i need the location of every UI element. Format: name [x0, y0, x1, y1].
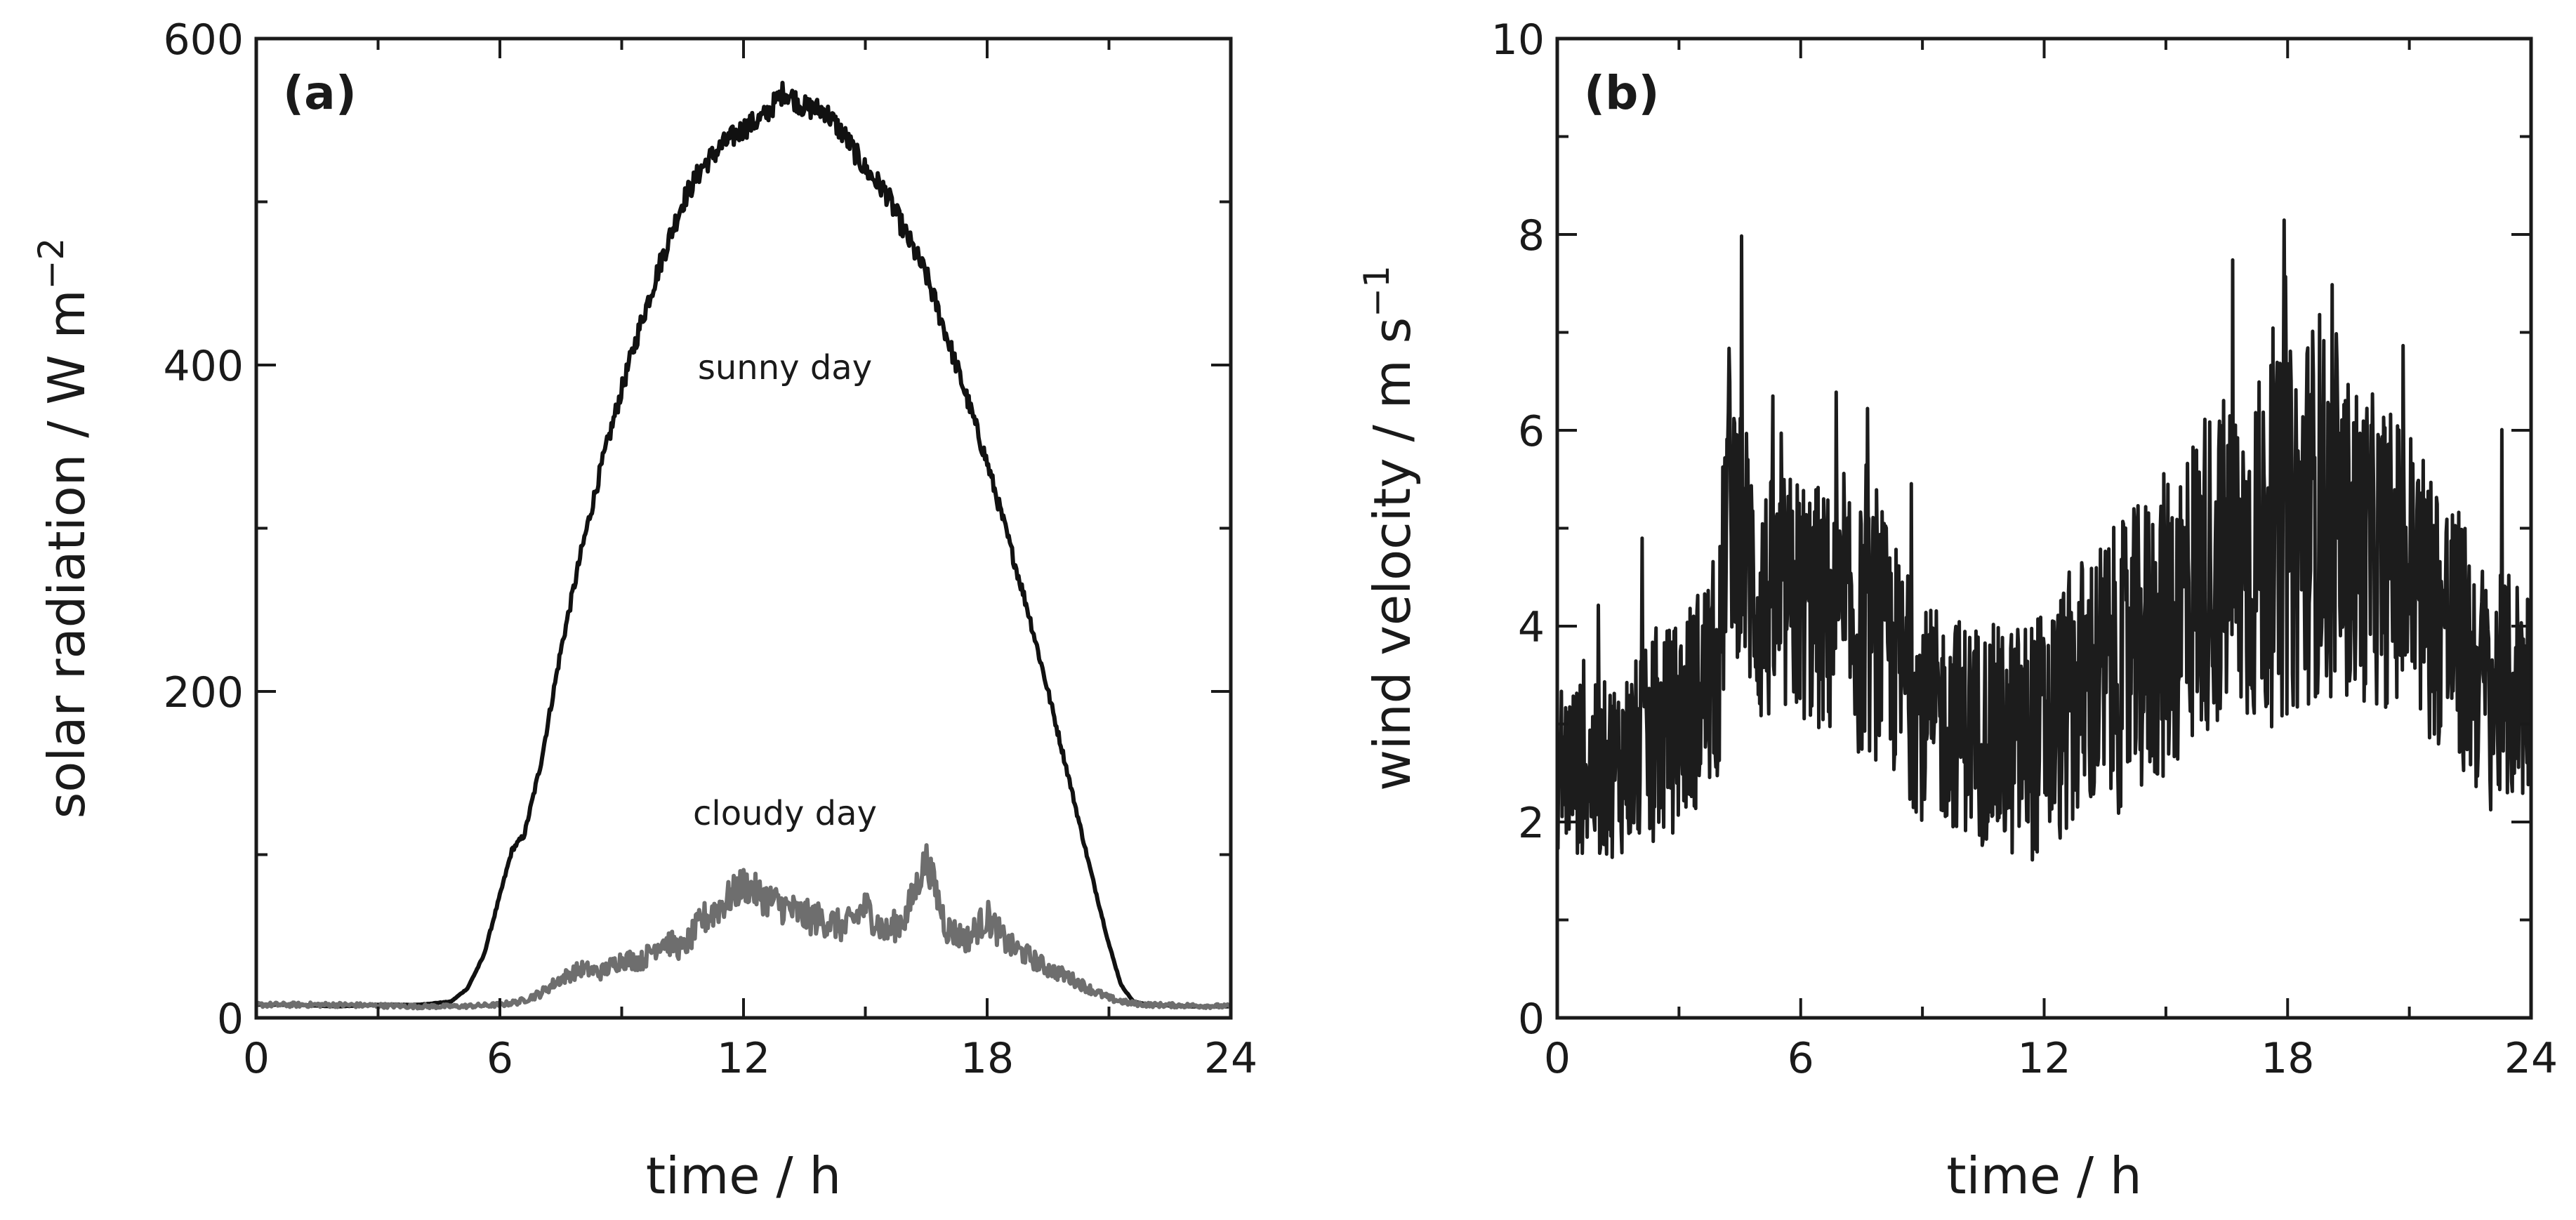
x-tick-label: 24: [2504, 1034, 2558, 1083]
panel-a-ylabel-text: solar radiation / W m: [37, 289, 96, 818]
panel-a-series-group: [254, 81, 1233, 1011]
series-line-cloudy-day: [254, 843, 1233, 1011]
x-tick-label: 6: [1788, 1034, 1814, 1083]
panel-b-ticks: [1556, 37, 2532, 1019]
panel-a-xlabel: time / h: [646, 1146, 841, 1205]
y-tick-label: 600: [163, 15, 244, 65]
panel-b-series-group: [1555, 218, 2533, 862]
panel-a-frame: [254, 37, 1233, 1020]
panel-a-ylabel-exponent: −2: [31, 238, 72, 290]
y-tick-label: 200: [163, 668, 244, 717]
y-tick-label: 8: [1518, 211, 1545, 260]
panel-a-label: (a): [283, 66, 357, 120]
y-tick-label: 0: [217, 995, 244, 1044]
panel-b-ylabel-exponent: −1: [1356, 265, 1397, 317]
x-tick-label: 12: [2017, 1034, 2070, 1083]
y-tick-label: 0: [1518, 995, 1545, 1044]
panel-b-frame: [1555, 37, 2533, 1020]
x-tick-label: 18: [960, 1034, 1014, 1083]
y-tick-label: 10: [1491, 15, 1545, 65]
panel-b-label: (b): [1584, 66, 1660, 120]
y-tick-label: 400: [163, 342, 244, 391]
x-tick-label: 6: [487, 1034, 513, 1083]
x-tick-label: 24: [1204, 1034, 1257, 1083]
annotation-sunny-day: sunny day: [698, 348, 872, 387]
y-tick-label: 4: [1518, 603, 1545, 652]
panel-b-ylabel-text: wind velocity / m s: [1363, 317, 1422, 791]
panel-b-ylabel: wind velocity / m s−1: [1356, 265, 1422, 791]
panel-a-annotations: sunny day cloudy day: [693, 348, 877, 833]
x-tick-label: 18: [2261, 1034, 2314, 1083]
panel-b-xlabel: time / h: [1946, 1146, 2141, 1205]
panel-a-ylabel: solar radiation / W m−2: [31, 238, 96, 819]
panel-a-solar-radiation: 0 6 12 18 24 0 200 400 600 (a) sunny day cloudy d…: [31, 15, 1257, 1205]
x-tick-label: 0: [243, 1034, 270, 1083]
x-tick-label: 0: [1544, 1034, 1571, 1083]
y-tick-label: 6: [1518, 407, 1545, 456]
panel-a-tick-labels: 0 6 12 18 24 0 200 400 600: [163, 15, 1257, 1083]
y-tick-label: 2: [1518, 799, 1545, 848]
annotation-cloudy-day: cloudy day: [693, 794, 877, 833]
series-line-wind-velocity: [1555, 218, 2533, 862]
x-tick-label: 12: [717, 1034, 770, 1083]
